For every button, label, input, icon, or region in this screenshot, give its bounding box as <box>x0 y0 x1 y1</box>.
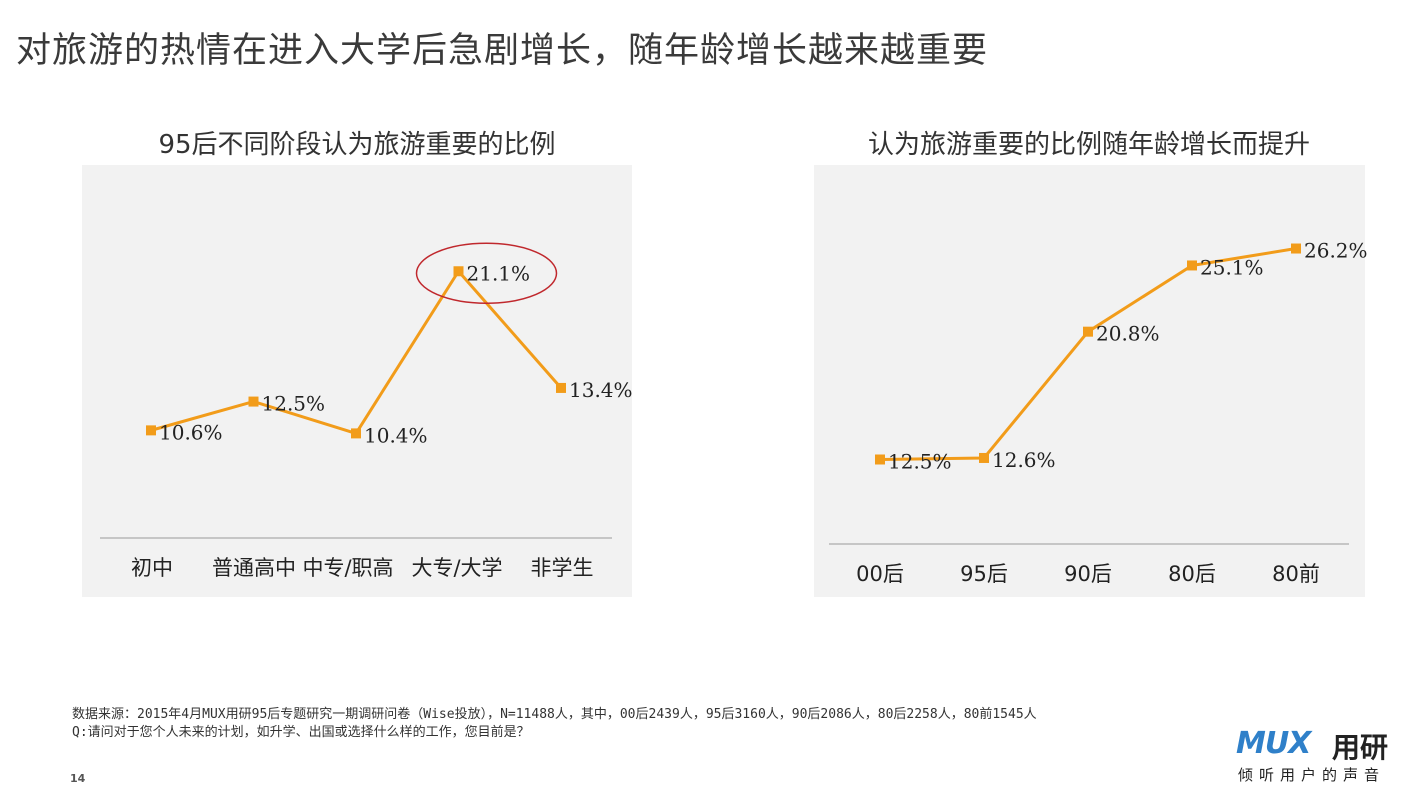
data-label: 21.1% <box>467 261 531 285</box>
data-point <box>1291 243 1301 254</box>
logo-tagline: 倾听用户的声音 <box>1238 766 1386 784</box>
survey-question-text: Q:请问对于您个人未来的计划，如升学、出国或选择什么样的工作，您目前是？ <box>72 725 530 740</box>
chart-title-age: 认为旅游重要的比例随年龄增长而提升 <box>867 130 1310 160</box>
x-tick-label: 初中 <box>131 556 173 580</box>
data-point <box>453 266 464 277</box>
data-point <box>1187 260 1197 271</box>
data-point <box>875 454 885 465</box>
chart-panel-age: 12.5% 00后 12.6% 95后 20.8% 90后 25.1% 80后 26.2% 80前 <box>814 165 1368 597</box>
data-label: 12.6% <box>992 448 1056 472</box>
x-tick-label: 80前 <box>1272 562 1320 586</box>
x-tick-label: 00后 <box>856 562 904 586</box>
x-tick-label: 中专/职高 <box>302 556 393 580</box>
data-label: 26.2% <box>1304 239 1368 263</box>
x-tick-label: 80后 <box>1168 562 1216 586</box>
logo-name: 用研 <box>1332 731 1389 764</box>
data-label: 10.4% <box>364 423 428 447</box>
x-tick-label: 大专/大学 <box>411 556 502 580</box>
data-label: 20.8% <box>1096 322 1160 346</box>
chart-panel-stage: 10.6% 初中 12.5% 普通高中 10.4% 中专/职高 21.1% 大专/大学 13.4… <box>82 165 633 597</box>
line-chart-stage: 10.6% 初中 12.5% 普通高中 10.4% 中专/职高 21.1% 大专/大学 13.4… <box>100 242 633 580</box>
chart-title-stage: 95后不同阶段认为旅游重要的比例 <box>158 130 556 160</box>
data-label: 12.5% <box>888 450 952 474</box>
data-point <box>351 428 361 439</box>
page-title: 对旅游的热情在进入大学后急剧增长，随年龄增长越来越重要 <box>16 31 989 71</box>
data-point <box>146 425 156 436</box>
data-label: 12.5% <box>262 392 326 416</box>
x-tick-label: 非学生 <box>531 556 594 580</box>
x-tick-label: 90后 <box>1064 562 1112 586</box>
line-chart-age: 12.5% 00后 12.6% 95后 20.8% 90后 25.1% 80后 26.2% 80前 <box>829 239 1368 586</box>
data-label: 25.1% <box>1200 255 1264 279</box>
x-tick-label: 普通高中 <box>212 556 296 580</box>
data-source-text: 数据来源：2015年4月MUX用研95后专题研究一期调研问卷（Wise投放），N… <box>72 707 1037 722</box>
data-label: 13.4% <box>569 378 633 402</box>
mux-logo: MUX 用研 倾听用户的声音 <box>1236 726 1396 786</box>
data-point <box>979 452 989 463</box>
data-label: 10.6% <box>159 420 223 444</box>
footer-note: 数据来源：2015年4月MUX用研95后专题研究一期调研问卷（Wise投放），N… <box>72 706 1037 742</box>
series-line <box>879 247 1297 461</box>
x-tick-label: 95后 <box>960 562 1008 586</box>
logo-mark: MUX <box>1236 726 1311 761</box>
data-point <box>556 382 566 393</box>
data-point <box>1083 326 1093 337</box>
series-line <box>150 269 563 435</box>
highlight-circle <box>415 242 558 305</box>
page-number: 14 <box>70 772 86 785</box>
data-point <box>248 396 259 407</box>
